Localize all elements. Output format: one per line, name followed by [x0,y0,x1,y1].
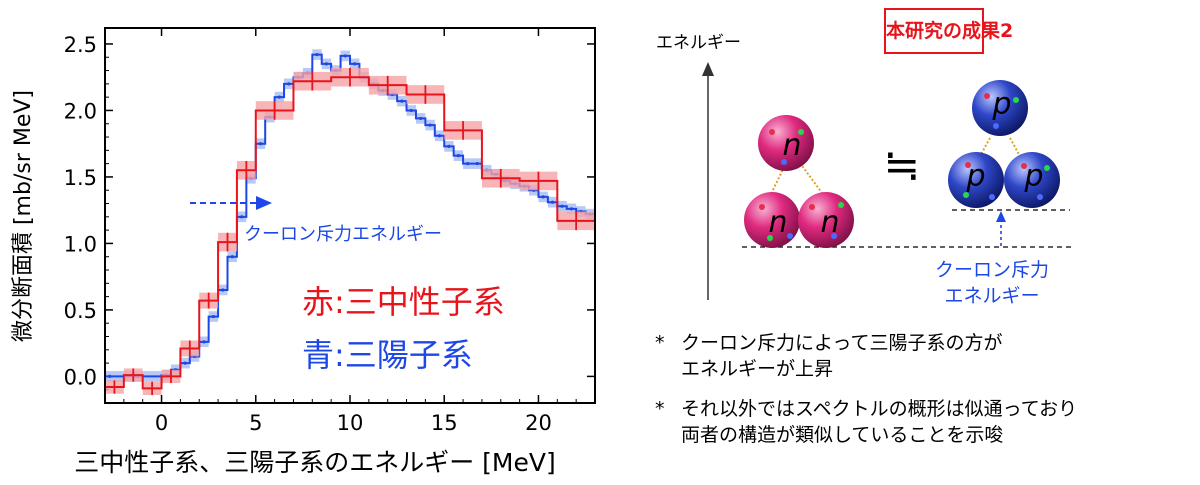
coulomb-label-line2: エネルギー [944,285,1039,307]
blue-data-point [456,154,460,158]
neutron-label: n [820,205,839,240]
blue-data-point [183,361,187,365]
y-tick-label: 2.0 [64,99,97,123]
neutron-top: n [758,115,814,171]
blue-data-point [202,340,206,344]
note-bullet: * [655,398,665,420]
x-tick-label: 20 [525,411,552,435]
note-line: * それ以外ではスペクトルの概形は似通っており [655,396,1077,422]
blue-data-point [447,144,451,148]
neutron-label: n [782,128,801,163]
note-text: エネルギーが上昇 [681,358,834,380]
y-tick-label: 0.5 [64,299,97,323]
blue-data-point [277,95,281,99]
note-text: それ以外ではスペクトルの概形は似通っており [681,398,1078,420]
note-2: * それ以外ではスペクトルの概形は似通っており 両者の構造が類似していることを示唆 [655,396,1077,448]
blue-data-point [475,162,479,166]
blue-data-point [315,52,319,57]
blue-data-point [343,54,347,58]
blue-data-point [541,195,545,199]
x-tick-label: 10 [337,411,364,435]
legend-red: 赤:三中性子系 [302,283,505,321]
proton-label: p [965,159,985,194]
blue-data-point [437,134,442,138]
blue-data-point [428,123,432,127]
note-line: エネルギーが上昇 [655,356,1002,382]
coulomb-annotation: クーロン斥力エネルギー [244,224,442,245]
note-line: 両者の構造が類似していることを示唆 [655,422,1077,448]
blue-data-point [221,288,225,292]
blue-data-point [569,207,574,211]
proton-top: p [972,80,1028,136]
neutron-right: n [798,192,854,248]
y-tick-label: 1.0 [64,232,97,256]
energy-diagram: エネルギー n n [656,33,1072,307]
note-line: * クーロン斥力によって三陽子系の方が [655,330,1002,356]
neutron-left: n [744,192,800,248]
proton-left: p [948,152,1004,208]
y-axis-label: 微分断面積 [mb/sr MeV] [11,90,36,342]
note-1: * クーロン斥力によって三陽子系の方が エネルギーが上昇 [655,330,1002,382]
blue-data-point [211,314,215,319]
legend-blue: 青:三陽子系 [302,336,473,374]
three-neutron-system: n n n [744,115,854,248]
neutron-label: n [768,205,787,240]
blue-data-point [550,200,555,204]
proton-label: p [1023,159,1043,194]
blue-data-point [240,215,244,219]
three-proton-system: p p p [948,80,1060,208]
blue-data-point [400,99,404,103]
x-tick-label: 15 [431,411,458,435]
blue-data-point [419,116,423,121]
note-text: 両者の構造が類似していることを示唆 [681,424,1004,446]
blue-data-point [324,62,329,66]
blue-data-point [598,217,601,220]
spectrum-chart: 0 5 10 15 20 0.0 0.5 1.0 1.5 2.0 2.5 クーロン斥力エネルギー 赤… [11,27,604,477]
energy-axis-arrowhead [702,62,714,76]
blue-data-point [560,204,564,208]
y-tick-label: 0.0 [64,365,97,389]
plot-frame [104,27,596,404]
y-tick-label: 1.5 [64,166,97,190]
note-bullet: * [655,332,665,354]
x-tick-label: 0 [155,411,168,435]
result-title-box: 本研究の成果2 [884,8,1014,54]
blue-data-point [466,162,470,166]
x-tick-label: 5 [249,411,262,435]
blue-data-point [409,108,413,113]
blue-data-point [108,374,112,379]
blue-series-line [105,53,595,378]
approx-equal-symbol: ≒ [884,140,921,191]
result-title: 本研究の成果2 [886,20,1014,42]
blue-error-band [595,213,604,224]
coulomb-gap-arrowhead [996,211,1006,222]
blue-data-point [230,255,234,259]
blue-data-point [287,82,291,86]
x-axis-label: 三中性子系、三陽子系のエネルギー [MeV] [74,448,556,477]
coulomb-label-line1: クーロン斥力 [935,259,1049,281]
note-text: クーロン斥力によって三陽子系の方が [681,332,1003,354]
proton-right: p [1004,152,1060,208]
y-tick-label: 2.5 [64,33,97,57]
blue-data-point [258,142,263,146]
blue-data-point [353,62,357,66]
energy-axis-label: エネルギー [656,33,741,53]
proton-label: p [991,87,1011,122]
coulomb-shift-arrowhead [256,196,272,210]
